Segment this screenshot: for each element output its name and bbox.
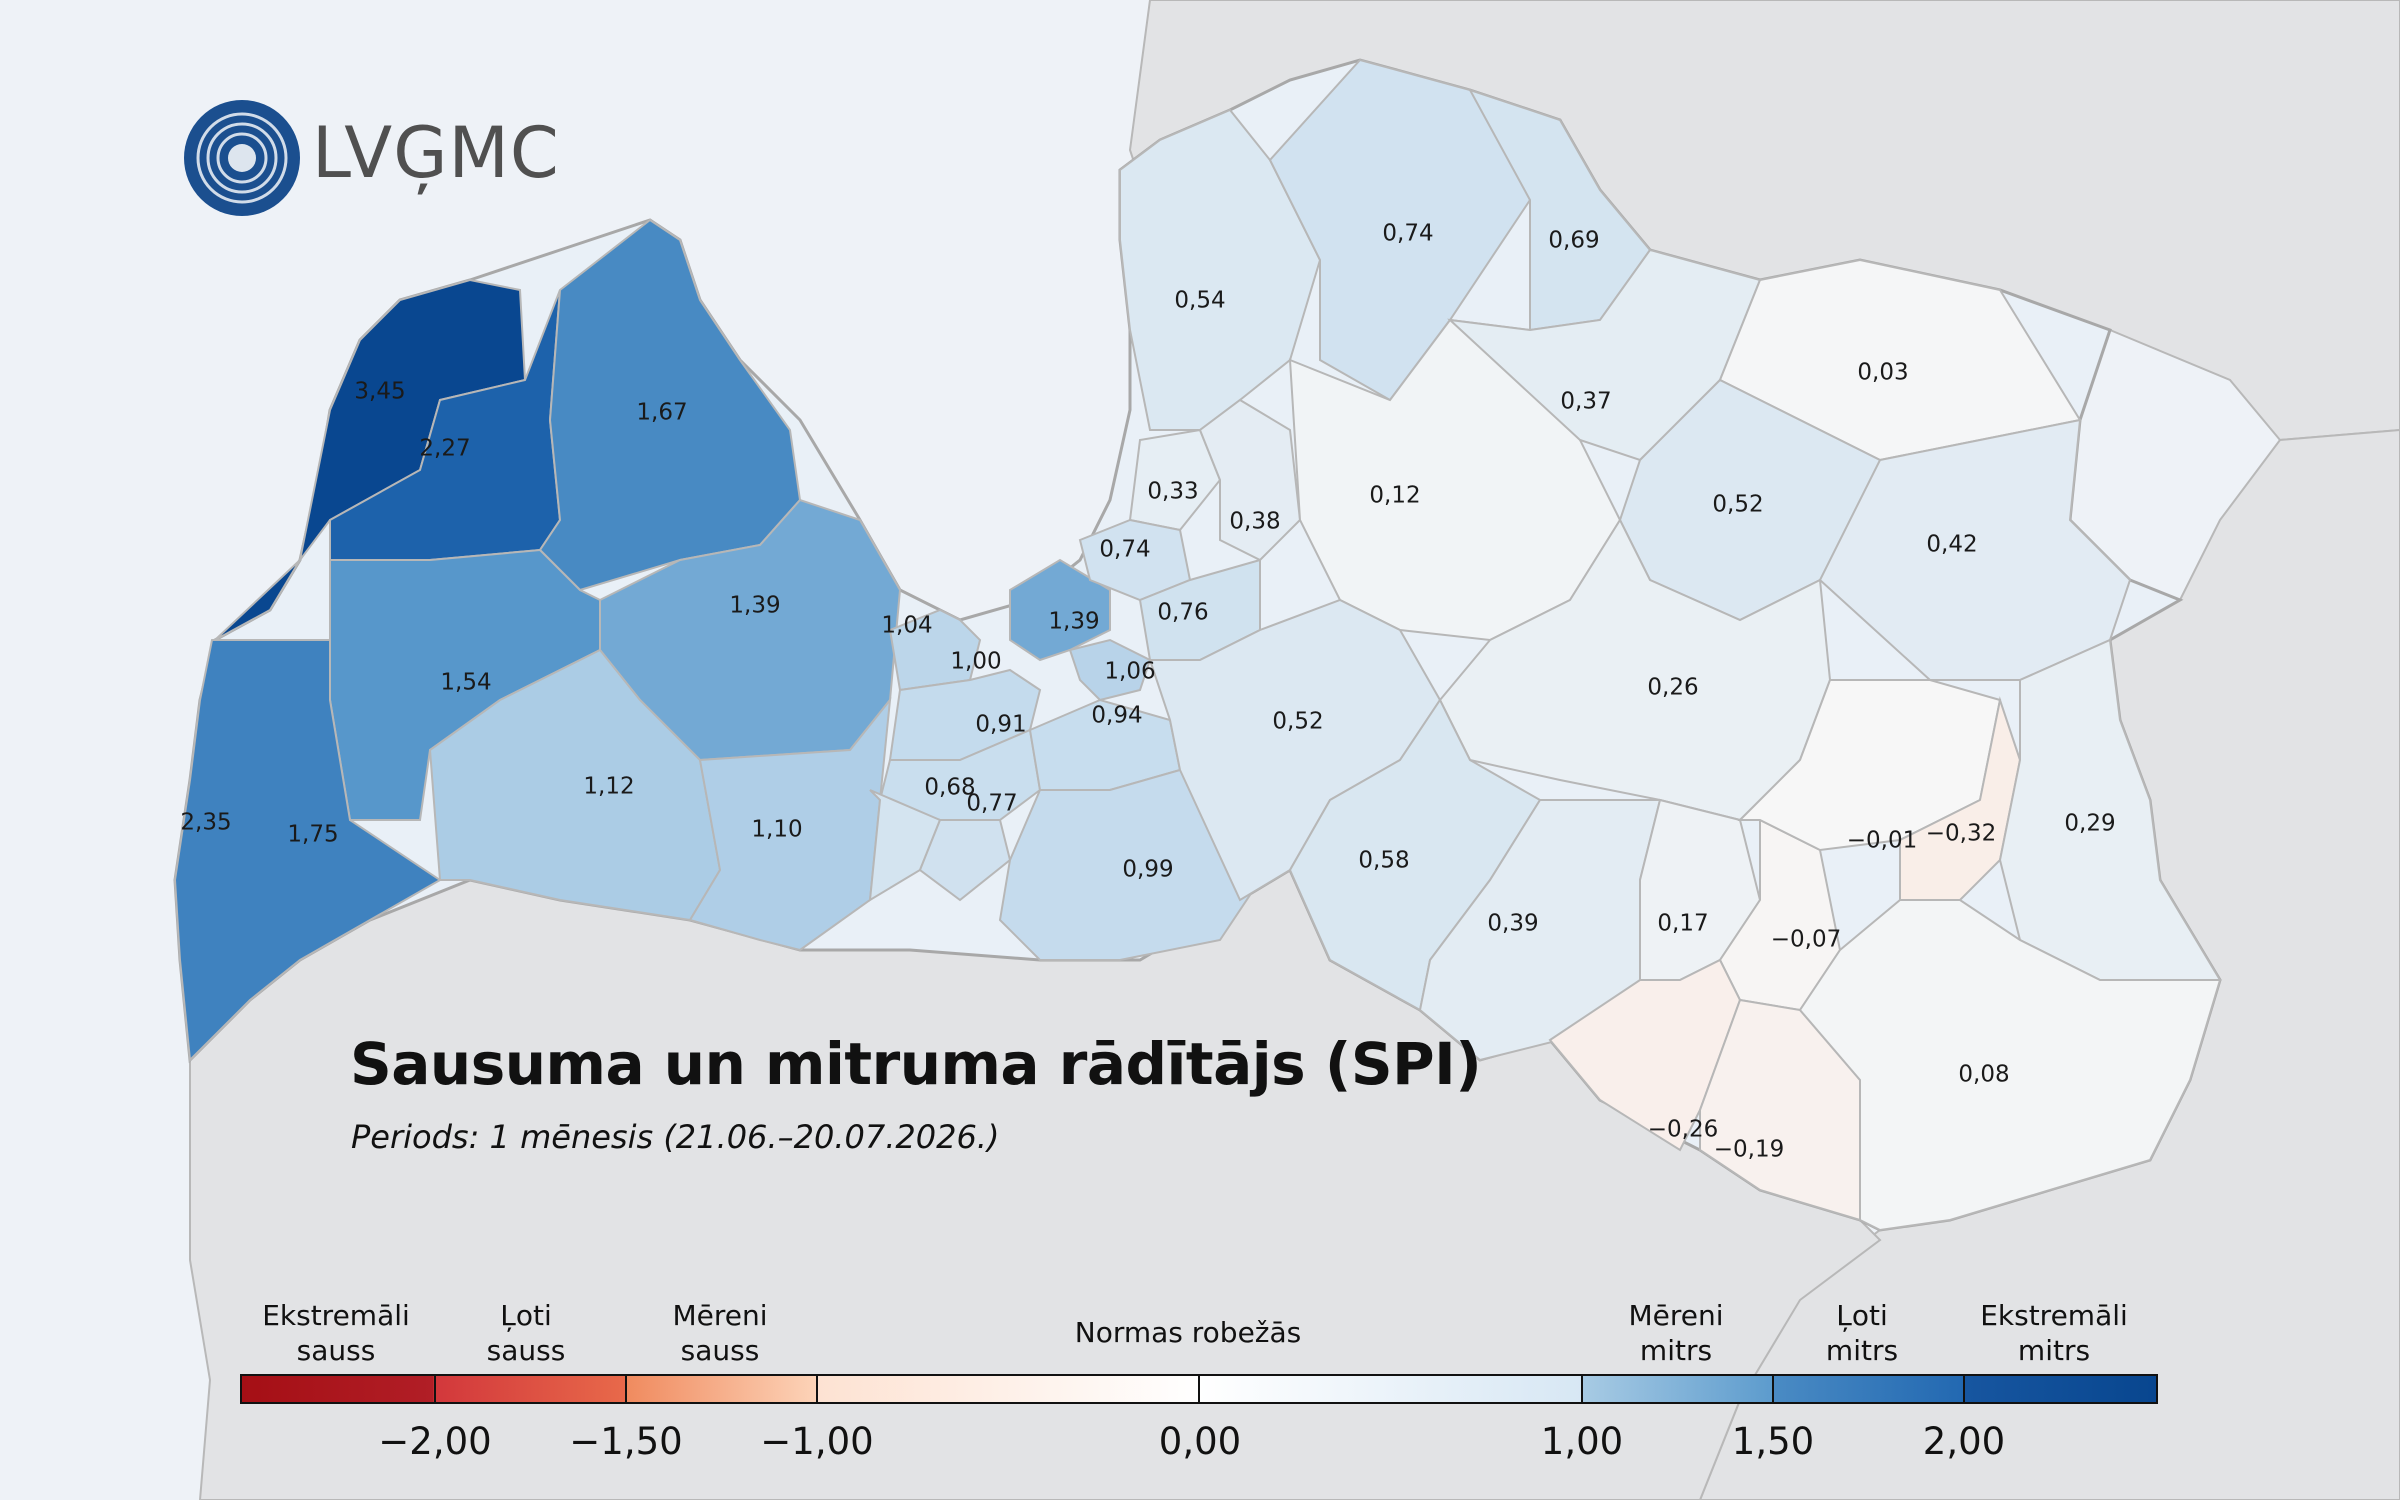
lvgmc-logo-text: LVĢMC [312,112,560,194]
legend-tick: 0,00 [1158,1420,1242,1463]
colorbar-divider [434,1374,436,1404]
region-value-label: −0,32 [1926,821,1996,847]
region-r17 [918,819,1012,902]
region-value-label: 1,39 [729,593,780,619]
region-value-label: 0,38 [1229,509,1280,535]
region-r22 [1128,428,1222,532]
colorbar-divider [1581,1374,1583,1404]
colorbar-divider [816,1374,818,1404]
region-value-label: 0,99 [1122,857,1173,883]
legend-tick: 1,50 [1731,1420,1815,1463]
region-value-label: 0,58 [1358,848,1409,874]
region-r12 [1009,558,1111,662]
region-value-label: 2,35 [180,810,231,836]
region-value-label: 0,69 [1548,228,1599,254]
region-r07 [173,639,442,1063]
legend-tick: 2,00 [1922,1420,2006,1463]
region-r13 [1068,638,1152,702]
legend-tick: −2,00 [378,1420,492,1463]
region-r30 [1818,418,2132,681]
region-value-label: 0,08 [1958,1062,2009,1088]
region-value-label: 1,06 [1104,659,1155,685]
region-value-label: 1,12 [583,774,634,800]
region-r09 [688,696,892,952]
region-r20 [1268,58,1531,402]
colorbar-divider [1198,1374,1200,1404]
region-value-label: 0,74 [1382,221,1433,247]
region-r19 [1119,108,1322,431]
region-value-label: 0,54 [1174,288,1225,314]
region-r18 [998,768,1262,961]
region-value-label: 0,03 [1857,360,1908,386]
region-value-label: 1,54 [440,670,491,696]
colorbar-divider [625,1374,627,1404]
region-value-label: 0,76 [1157,600,1208,626]
region-value-label: 3,45 [354,379,405,405]
map-title: Sausuma un mitruma rādītājs (SPI) [350,1030,1482,1098]
legend-category-moderate-wet: Mēreni mitrs [1628,1299,1724,1367]
colorbar-divider [1772,1374,1774,1404]
region-value-label: −0,26 [1648,1117,1718,1143]
region-r42 [1798,899,2222,1232]
region-value-label: 0,52 [1272,709,1323,735]
region-value-label: 0,42 [1926,532,1977,558]
map-subtitle: Periods: 1 mēnesis (21.06.–20.07.2026.) [351,1118,1000,1156]
region-value-label: 0,52 [1712,492,1763,518]
region-value-label: 0,39 [1487,911,1538,937]
region-value-label: 1,10 [751,817,802,843]
region-value-label: 2,27 [419,436,470,462]
legend-category-very-wet: Ļoti mitrs [1825,1299,1899,1367]
legend-tick: 1,00 [1540,1420,1624,1463]
region-value-label: 1,04 [881,613,932,639]
legend-category-extreme-dry: Ekstremāli sauss [262,1299,410,1367]
region-value-label: 0,94 [1091,703,1142,729]
region-r23 [1198,398,1302,562]
region-value-label: 0,77 [966,791,1017,817]
region-value-label: −0,07 [1771,927,1841,953]
legend-category-normal: Normas robežās [1074,1316,1302,1349]
legend-tick: −1,50 [569,1420,683,1463]
legend-category-very-dry: Ļoti sauss [486,1299,566,1367]
region-value-label: 0,33 [1147,479,1198,505]
region-value-label: 0,37 [1560,389,1611,415]
region-value-label: 1,00 [950,649,1001,675]
region-value-label: 0,12 [1369,483,1420,509]
region-value-label: 0,17 [1657,911,1708,937]
region-value-label: −0,01 [1847,828,1917,854]
region-value-label: 1,39 [1048,609,1099,635]
lvgmc-logo-icon [184,100,300,216]
colorbar-divider [1963,1374,1965,1404]
region-value-label: 0,29 [2064,811,2115,837]
region-value-label: 1,75 [287,822,338,848]
region-value-label: 0,68 [924,775,975,801]
legend-tick: −1,00 [760,1420,874,1463]
region-value-label: 0,26 [1647,675,1698,701]
legend-category-moderate-dry: Mēreni sauss [672,1299,768,1367]
legend-category-extreme-wet: Ekstremāli mitrs [1980,1299,2128,1367]
region-value-label: 1,67 [636,400,687,426]
region-r16 [868,789,942,902]
region-value-label: 0,91 [975,712,1026,738]
region-value-label: −0,19 [1714,1137,1784,1163]
region-value-label: 0,74 [1099,537,1150,563]
